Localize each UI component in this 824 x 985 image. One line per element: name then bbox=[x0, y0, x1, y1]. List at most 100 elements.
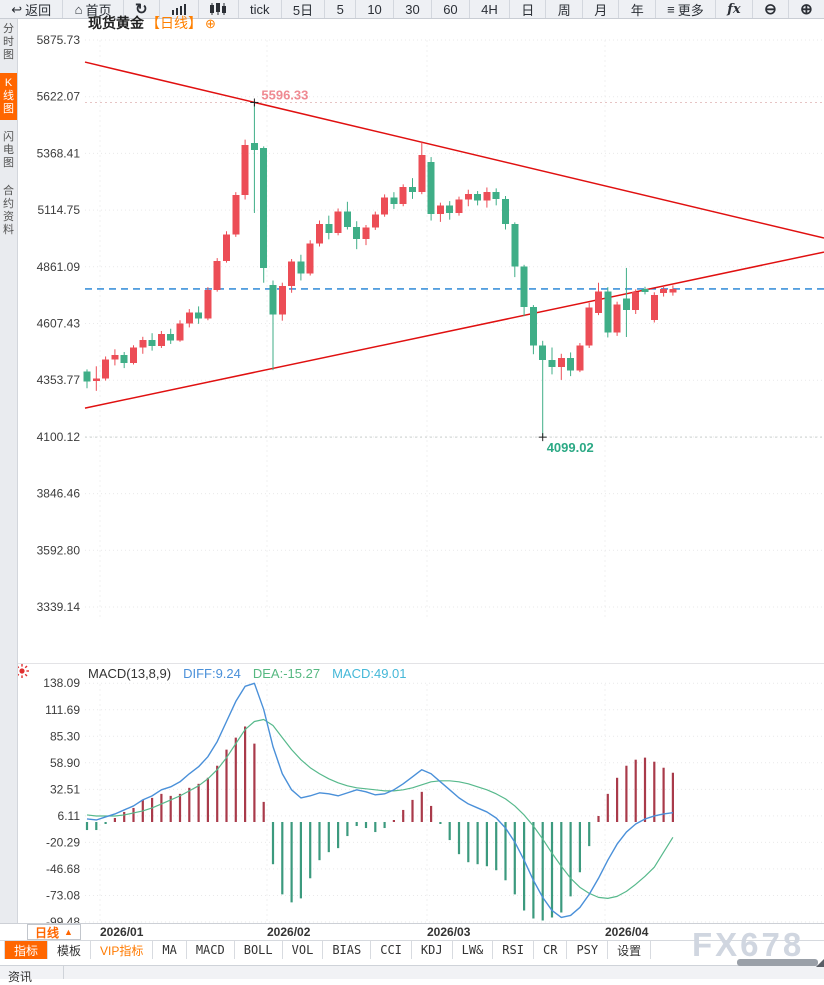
tab-lw[interactable]: LW& bbox=[453, 941, 494, 959]
back-button[interactable]: ↩ 返回 bbox=[0, 0, 64, 18]
interval-week-button[interactable]: 周 bbox=[546, 0, 583, 18]
back-icon: ↩ bbox=[11, 1, 23, 17]
bar-chart-icon bbox=[172, 4, 187, 15]
interval-10m-button-label: 10 bbox=[367, 1, 382, 17]
interval-30m-button[interactable]: 30 bbox=[394, 0, 432, 18]
tab-kdj[interactable]: KDJ bbox=[412, 941, 453, 959]
zoom-out-button[interactable]: ⊖ bbox=[753, 0, 789, 18]
macd-hist-value: MACD:49.01 bbox=[332, 666, 407, 681]
chart-canvas[interactable]: 5875.73 5622.07 5368.41 5114.75 4861.09 4607.… bbox=[0, 18, 824, 925]
chart-svg[interactable]: 5875.73 5622.07 5368.41 5114.75 4861.09 4607.… bbox=[0, 18, 824, 925]
sidebar-tab-contract[interactable]: 合约资料 bbox=[3, 185, 14, 236]
sidebar-tab-timeshare[interactable]: 分时图 bbox=[3, 23, 14, 61]
interval-5d-button[interactable]: 5日 bbox=[282, 0, 326, 18]
interval-tick-button-label: tick bbox=[249, 1, 270, 17]
tab-indicators[interactable]: 指标 bbox=[4, 941, 49, 959]
x-axis-label: 2026/02 bbox=[267, 925, 311, 939]
chevron-up-icon: ▲ bbox=[64, 927, 73, 937]
period-selector[interactable]: 日线 ▲ bbox=[27, 924, 81, 940]
svg-text:4353.77: 4353.77 bbox=[37, 373, 81, 387]
macd-formula: MACD(13,8,9) bbox=[88, 666, 172, 681]
tab-vol[interactable]: VOL bbox=[283, 941, 324, 959]
home-button-label: 首页 bbox=[85, 2, 112, 18]
interval-4h-button[interactable]: 4H bbox=[470, 0, 510, 18]
svg-text:5368.41: 5368.41 bbox=[37, 146, 81, 160]
tab-macd[interactable]: MACD bbox=[187, 941, 235, 959]
period-selector-label: 日线 bbox=[35, 925, 60, 940]
interval-day-button[interactable]: 日 bbox=[510, 0, 547, 18]
interval-month-button-label: 月 bbox=[594, 2, 608, 18]
macd-dea-value: DEA:-15.27 bbox=[252, 666, 321, 681]
tab-cr[interactable]: CR bbox=[534, 941, 568, 959]
interval-60m-button-label: 60 bbox=[443, 1, 458, 17]
fx-indicator-icon: fx bbox=[727, 1, 741, 17]
zoom-in-button[interactable]: ⊕ bbox=[789, 0, 824, 18]
interval-day-button-label: 日 bbox=[521, 2, 535, 18]
svg-text:5114.75: 5114.75 bbox=[38, 203, 81, 217]
interval-60m-button[interactable]: 60 bbox=[432, 0, 470, 18]
svg-text:4100.12: 4100.12 bbox=[37, 430, 81, 444]
tab-templates[interactable]: 模板 bbox=[48, 941, 92, 959]
period-tag: 【日线】 bbox=[146, 15, 202, 31]
x-axis-label: 2026/03 bbox=[427, 925, 471, 939]
more-button-label: 更多 bbox=[677, 2, 704, 18]
more-icon: ≡ bbox=[667, 1, 675, 17]
tab-boll[interactable]: BOLL bbox=[235, 941, 283, 959]
tab-ma[interactable]: MA bbox=[153, 941, 187, 959]
svg-text:58.90: 58.90 bbox=[50, 756, 80, 770]
scrollbar-corner bbox=[816, 959, 824, 967]
tab-cci[interactable]: CCI bbox=[371, 941, 412, 959]
news-row: 资讯 bbox=[0, 965, 824, 984]
macd-header: MACD(13,8,9) DIFF:9.24 DEA:-15.27 MACD:49.0… bbox=[88, 666, 419, 681]
refresh-button[interactable]: ↻ bbox=[124, 0, 160, 18]
interval-4h-button-label: 4H bbox=[481, 1, 498, 17]
tab-psy[interactable]: PSY bbox=[567, 941, 609, 959]
interval-5m-button[interactable]: 5 bbox=[325, 0, 357, 18]
svg-text:-73.08: -73.08 bbox=[46, 888, 80, 902]
horizontal-scrollbar[interactable] bbox=[737, 959, 818, 966]
interval-30m-button-label: 30 bbox=[405, 1, 420, 17]
home-button[interactable]: ⌂ 首页 bbox=[63, 0, 124, 18]
svg-text:3592.80: 3592.80 bbox=[37, 543, 81, 557]
news-tab[interactable]: 资讯 bbox=[0, 966, 64, 984]
zoom-in-icon: ⊕ bbox=[800, 0, 813, 18]
macd-diff-value: DIFF:9.24 bbox=[183, 666, 241, 681]
tab-settings[interactable]: 设置 bbox=[608, 941, 652, 959]
tab-vip-indicators[interactable]: VIP指标 bbox=[91, 941, 154, 959]
chart-title: 现货黄金 【日线】 ⊕ bbox=[88, 13, 216, 33]
svg-text:85.30: 85.30 bbox=[50, 729, 80, 743]
interval-year-button-label: 年 bbox=[630, 2, 644, 18]
interval-tick-button[interactable]: tick bbox=[239, 0, 282, 18]
chart-style-line-button[interactable] bbox=[160, 0, 200, 18]
interval-5m-button-label: 5 bbox=[336, 1, 344, 17]
sidebar-tab-lightning[interactable]: 闪电图 bbox=[3, 131, 14, 169]
refresh-icon: ↻ bbox=[134, 0, 148, 18]
svg-text:32.51: 32.51 bbox=[50, 782, 80, 796]
bottom-strip: 资讯 bbox=[0, 959, 824, 984]
svg-text:138.09: 138.09 bbox=[43, 676, 80, 690]
x-axis-label: 2026/01 bbox=[100, 925, 144, 939]
interval-year-button[interactable]: 年 bbox=[619, 0, 656, 18]
interval-5d-button-label: 5日 bbox=[292, 2, 314, 18]
high-price-annotation: 5596.33 bbox=[261, 87, 308, 102]
candlestick-chart-icon bbox=[210, 3, 227, 15]
fx-indicator-button[interactable]: fx bbox=[716, 0, 753, 18]
svg-text:5875.73: 5875.73 bbox=[37, 33, 81, 47]
add-indicator-icon[interactable]: ⊕ bbox=[205, 16, 216, 31]
x-axis-row: 日线 ▲ 2026/01 2026/02 2026/03 2026/04 bbox=[0, 923, 824, 941]
low-price-annotation: 4099.02 bbox=[547, 440, 594, 455]
svg-text:4861.09: 4861.09 bbox=[37, 260, 81, 274]
interval-month-button[interactable]: 月 bbox=[583, 0, 620, 18]
svg-text:6.11: 6.11 bbox=[58, 809, 81, 823]
tab-rsi[interactable]: RSI bbox=[493, 941, 534, 959]
interval-week-button-label: 周 bbox=[557, 2, 571, 18]
chart-style-candle-button[interactable] bbox=[199, 0, 239, 18]
more-button[interactable]: ≡ 更多 bbox=[656, 0, 717, 18]
x-axis-label: 2026/04 bbox=[605, 925, 649, 939]
tab-bias[interactable]: BIAS bbox=[323, 941, 372, 959]
svg-text:-20.29: -20.29 bbox=[46, 835, 80, 849]
interval-10m-button[interactable]: 10 bbox=[356, 0, 395, 18]
svg-text:4607.43: 4607.43 bbox=[37, 317, 81, 331]
